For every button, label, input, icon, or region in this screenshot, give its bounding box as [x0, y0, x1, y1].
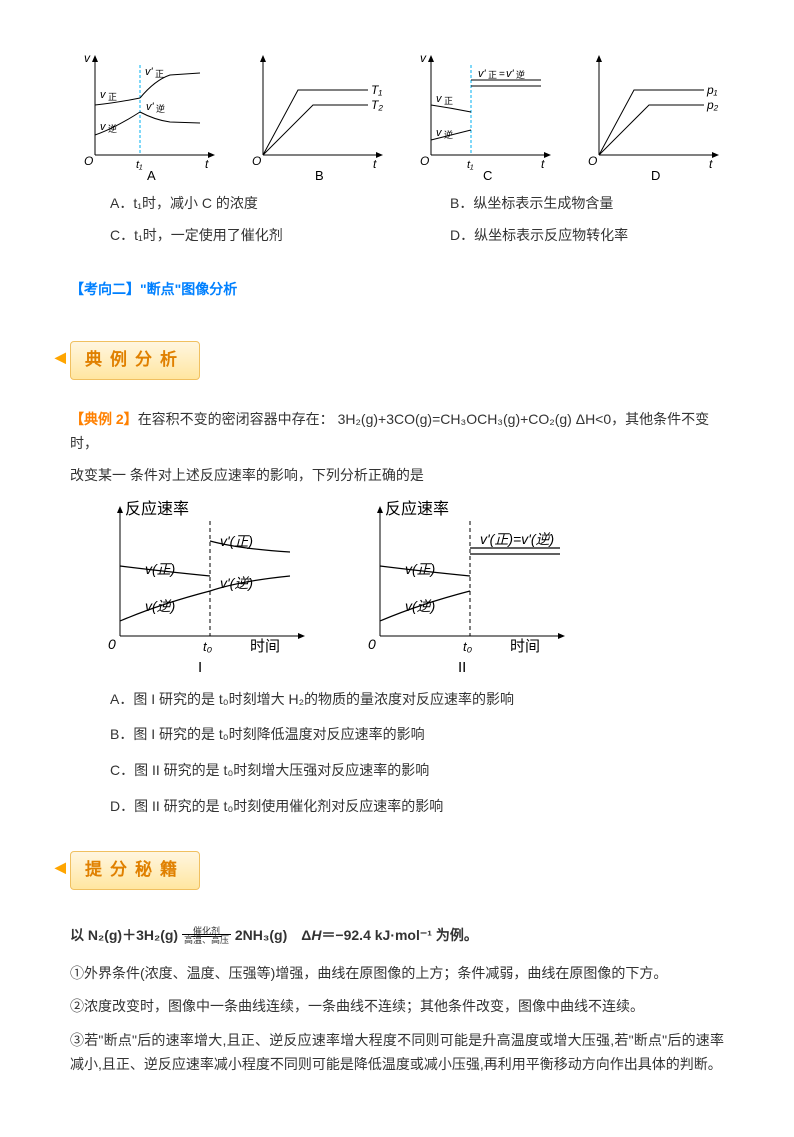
example-option-a: A．图 I 研究的是 t₀时刻增大 H₂的物质的量浓度对反应速率的影响	[110, 688, 724, 712]
svg-text:v: v	[420, 51, 427, 65]
example-chart-1: 反应速率 时间 0 t₀ v'(正) v(正) v'(逆) v(逆) I	[90, 496, 310, 676]
svg-text:v'(正): v'(正)	[220, 533, 253, 549]
svg-text:t₁: t₁	[467, 159, 474, 171]
option-c: C．t₁时，一定使用了催化剂	[70, 224, 410, 248]
svg-text:反应速率: 反应速率	[125, 499, 189, 518]
svg-text:t₀: t₀	[203, 639, 213, 654]
top-options-row-1: A．t₁时，减小 C 的浓度 B．纵坐标表示生成物含量	[70, 192, 724, 216]
svg-text:t: t	[709, 157, 713, 171]
para-2: ②浓度改变时，图像中一条曲线连续，一条曲线不连续；其他条件改变，图像中曲线不连续…	[70, 995, 724, 1019]
svg-text:T₂: T₂	[371, 98, 383, 112]
svg-text:B: B	[315, 168, 324, 180]
chart-c: v t O t₁ v'正 = v'逆 v正 v逆 C	[406, 50, 556, 180]
svg-text:逆: 逆	[108, 123, 117, 134]
svg-text:v(逆): v(逆)	[405, 598, 435, 614]
svg-text:v': v'	[506, 68, 515, 80]
example-2-line1: 在容积不变的密闭容器中存在： 3H₂(g)+3CO(g)=CH₃OCH₃(g)+…	[70, 411, 709, 451]
svg-text:v: v	[436, 93, 443, 105]
svg-text:0: 0	[368, 636, 376, 652]
example-chart-row: 反应速率 时间 0 t₀ v'(正) v(正) v'(逆) v(逆) I 反应速…	[70, 496, 724, 676]
example-option-c: C．图 II 研究的是 t₀时刻增大压强对反应速率的影响	[110, 759, 724, 783]
svg-text:O: O	[588, 154, 597, 168]
svg-text:v: v	[84, 51, 91, 65]
example-chart-2: 反应速率 时间 0 t₀ v'(正)=v'(逆) v(正) v(逆) II	[350, 496, 600, 676]
chart-b: t O T₁ T₂ B	[238, 50, 388, 180]
svg-text:逆: 逆	[156, 103, 165, 114]
svg-text:0: 0	[108, 636, 116, 652]
section-heading: 【考向二】"断点"图像分析	[70, 278, 724, 302]
svg-text:时间: 时间	[510, 638, 540, 655]
option-a: A．t₁时，减小 C 的浓度	[70, 192, 410, 216]
svg-text:正: 正	[155, 69, 164, 79]
svg-text:正: 正	[108, 92, 117, 102]
banner-example: 典例分析	[70, 341, 200, 380]
svg-text:t: t	[541, 157, 545, 171]
svg-text:反应速率: 反应速率	[385, 499, 449, 518]
svg-text:正: 正	[488, 70, 497, 80]
svg-text:v(正): v(正)	[145, 561, 175, 577]
svg-text:v'(正)=v'(逆): v'(正)=v'(逆)	[480, 531, 554, 547]
svg-text:p₂: p₂	[706, 98, 719, 112]
svg-text:正: 正	[444, 96, 453, 106]
svg-text:O: O	[252, 154, 261, 168]
option-b: B．纵坐标表示生成物含量	[410, 192, 613, 216]
example-2-text: 【典例 2】在容积不变的密闭容器中存在： 3H₂(g)+3CO(g)=CH₃OC…	[70, 408, 724, 456]
svg-text:I: I	[198, 659, 202, 676]
example-option-b: B．图 I 研究的是 t₀时刻降低温度对反应速率的影响	[110, 723, 724, 747]
example-options: A．图 I 研究的是 t₀时刻增大 H₂的物质的量浓度对反应速率的影响 B．图 …	[70, 688, 724, 819]
formula-text: 以 N₂(g)＋3H₂(g) 催化剂 高温、高压 2NH₃(g) ΔH＝−92.…	[70, 924, 724, 948]
chart-a: v t O t₁ v'正 v正 v'逆 v逆 A	[70, 50, 220, 180]
svg-text:v(逆): v(逆)	[145, 598, 175, 614]
example-2-label: 【典例 2】	[70, 411, 138, 427]
svg-text:p₁: p₁	[706, 83, 718, 97]
svg-text:v'(逆): v'(逆)	[220, 575, 253, 591]
svg-text:D: D	[651, 168, 660, 180]
svg-text:逆: 逆	[516, 69, 525, 80]
option-d: D．纵坐标表示反应物转化率	[410, 224, 628, 248]
svg-text:t: t	[373, 157, 377, 171]
svg-text:T₁: T₁	[371, 83, 382, 97]
svg-text:v: v	[100, 89, 107, 101]
svg-text:v': v'	[146, 101, 155, 113]
chart-d: t O p₁ p₂ D	[574, 50, 724, 180]
svg-text:逆: 逆	[444, 129, 453, 140]
svg-text:t: t	[205, 157, 209, 171]
svg-text:t₁: t₁	[136, 159, 143, 171]
svg-text:C: C	[483, 168, 492, 180]
banner-tips: 提分秘籍	[70, 851, 200, 890]
top-options-row-2: C．t₁时，一定使用了催化剂 D．纵坐标表示反应物转化率	[70, 224, 724, 248]
example-option-d: D．图 II 研究的是 t₀时刻使用催化剂对反应速率的影响	[110, 795, 724, 819]
svg-text:O: O	[420, 154, 429, 168]
top-chart-row: v t O t₁ v'正 v正 v'逆 v逆 A t O T₁ T₂ B v t…	[70, 50, 724, 180]
svg-text:v': v'	[145, 66, 154, 78]
svg-text:v': v'	[478, 68, 487, 80]
svg-text:v(正): v(正)	[405, 561, 435, 577]
svg-text:t₀: t₀	[463, 639, 473, 654]
svg-text:=: =	[499, 69, 505, 80]
svg-text:时间: 时间	[250, 638, 280, 655]
para-1: ①外界条件(浓度、温度、压强等)增强，曲线在原图像的上方；条件减弱，曲线在原图像…	[70, 962, 724, 986]
example-2-line2: 改变某一 条件对上述反应速率的影响，下列分析正确的是	[70, 464, 724, 488]
svg-text:A: A	[147, 168, 156, 180]
svg-text:II: II	[458, 659, 466, 676]
svg-text:O: O	[84, 154, 93, 168]
para-3: ③若"断点"后的速率增大,且正、逆反应速率增大程度不同则可能是升高温度或增大压强…	[70, 1029, 724, 1077]
